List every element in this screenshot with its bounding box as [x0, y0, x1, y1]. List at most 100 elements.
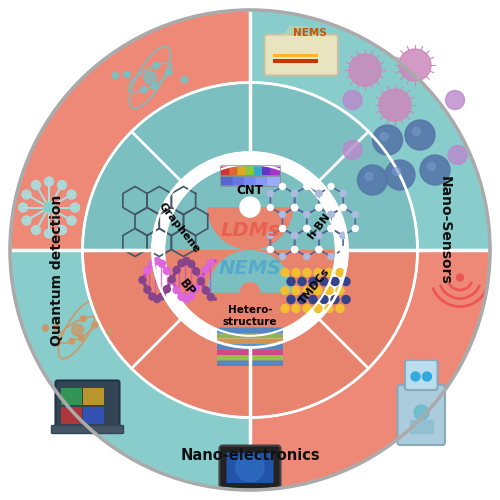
Circle shape: [164, 286, 170, 292]
Circle shape: [158, 293, 166, 300]
Circle shape: [92, 322, 98, 328]
Circle shape: [141, 86, 147, 92]
Circle shape: [69, 338, 75, 344]
Circle shape: [44, 202, 54, 212]
Circle shape: [343, 140, 362, 160]
Text: Graphene: Graphene: [156, 200, 202, 254]
Circle shape: [268, 190, 274, 196]
Wedge shape: [207, 164, 293, 207]
Text: TMDCs: TMDCs: [298, 266, 332, 306]
Circle shape: [340, 232, 346, 238]
Circle shape: [325, 286, 333, 294]
Circle shape: [281, 286, 289, 294]
Bar: [61, 388, 82, 405]
Circle shape: [328, 212, 334, 218]
FancyBboxPatch shape: [217, 344, 283, 350]
Bar: [272, 54, 318, 57]
Circle shape: [328, 212, 334, 218]
Circle shape: [268, 204, 274, 210]
Circle shape: [287, 296, 295, 304]
Circle shape: [325, 304, 333, 312]
Circle shape: [316, 190, 322, 196]
Circle shape: [304, 212, 310, 218]
Circle shape: [358, 165, 388, 195]
Circle shape: [292, 204, 298, 210]
Bar: [61, 406, 82, 424]
Circle shape: [268, 232, 274, 238]
FancyBboxPatch shape: [229, 166, 239, 175]
Circle shape: [183, 296, 190, 302]
Bar: [410, 420, 432, 432]
Circle shape: [340, 190, 346, 196]
FancyBboxPatch shape: [221, 176, 234, 186]
FancyBboxPatch shape: [220, 446, 280, 489]
FancyBboxPatch shape: [52, 426, 124, 434]
Circle shape: [280, 226, 285, 232]
Circle shape: [58, 180, 66, 190]
Circle shape: [320, 296, 328, 304]
Circle shape: [414, 405, 429, 420]
Circle shape: [316, 246, 322, 252]
Circle shape: [340, 232, 346, 238]
Circle shape: [80, 316, 86, 322]
Circle shape: [309, 296, 317, 304]
Circle shape: [328, 184, 334, 190]
Circle shape: [298, 278, 306, 285]
Wedge shape: [10, 10, 250, 250]
Circle shape: [144, 286, 151, 293]
Circle shape: [240, 196, 260, 218]
Circle shape: [124, 72, 130, 78]
Circle shape: [154, 296, 160, 302]
Circle shape: [328, 226, 334, 232]
FancyBboxPatch shape: [232, 176, 245, 186]
Circle shape: [173, 286, 180, 294]
Circle shape: [316, 204, 322, 210]
Text: Nano-Sensors: Nano-Sensors: [438, 176, 452, 284]
Circle shape: [240, 282, 260, 304]
Circle shape: [456, 274, 464, 281]
Circle shape: [139, 276, 146, 283]
Circle shape: [153, 62, 159, 68]
Circle shape: [314, 286, 322, 294]
Circle shape: [316, 232, 322, 238]
Text: CNT: CNT: [236, 184, 264, 198]
Circle shape: [72, 324, 84, 336]
Circle shape: [292, 246, 298, 252]
Circle shape: [352, 212, 358, 218]
Circle shape: [303, 304, 311, 312]
Text: Nano-electronics: Nano-electronics: [180, 448, 320, 462]
Circle shape: [328, 212, 334, 218]
Circle shape: [236, 454, 264, 481]
Circle shape: [166, 69, 172, 75]
Circle shape: [106, 329, 112, 335]
Circle shape: [148, 293, 156, 300]
Wedge shape: [207, 250, 293, 293]
Circle shape: [336, 268, 344, 276]
Circle shape: [328, 212, 334, 218]
Circle shape: [207, 260, 214, 266]
Circle shape: [316, 204, 322, 210]
Circle shape: [281, 304, 289, 312]
Circle shape: [292, 304, 300, 312]
Circle shape: [188, 292, 194, 300]
Circle shape: [292, 232, 298, 238]
Circle shape: [188, 260, 194, 268]
Circle shape: [280, 212, 285, 218]
Circle shape: [316, 232, 322, 238]
Circle shape: [314, 268, 322, 276]
Circle shape: [32, 226, 40, 234]
Circle shape: [349, 54, 381, 86]
Circle shape: [316, 190, 322, 196]
Circle shape: [280, 226, 285, 232]
Circle shape: [412, 128, 420, 136]
Circle shape: [316, 190, 322, 196]
Circle shape: [342, 278, 350, 285]
Circle shape: [328, 254, 334, 260]
FancyBboxPatch shape: [238, 166, 247, 175]
Text: h-BN: h-BN: [306, 211, 332, 241]
Circle shape: [22, 216, 31, 225]
Circle shape: [380, 132, 388, 140]
Circle shape: [178, 260, 185, 266]
Circle shape: [178, 294, 185, 300]
Circle shape: [292, 204, 298, 210]
